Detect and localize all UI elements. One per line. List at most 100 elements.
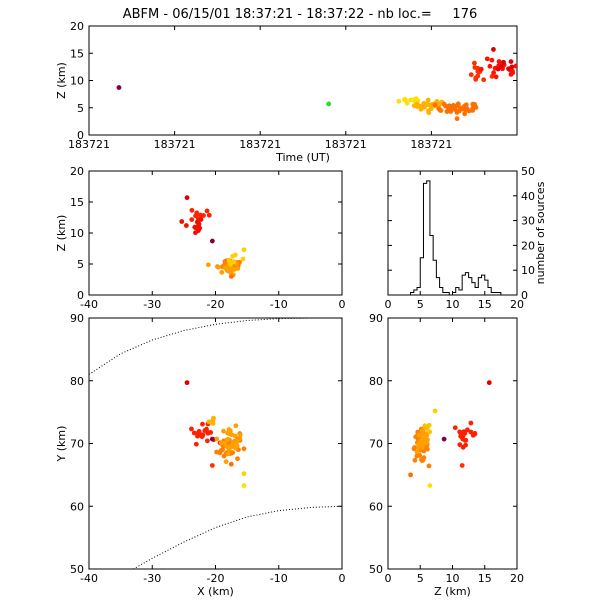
x-tick-label: 183721: [325, 138, 367, 151]
source-point: [217, 450, 223, 456]
source-point: [206, 212, 212, 218]
y-axis-label: Z (km): [55, 215, 68, 252]
y-tick-label: 50: [70, 563, 84, 576]
source-point: [184, 195, 190, 201]
source-point: [454, 116, 460, 122]
source-point: [209, 463, 215, 468]
source-point: [421, 100, 427, 106]
source-point: [210, 420, 216, 426]
source-point: [446, 103, 452, 109]
y-axis-label: Z (km): [55, 62, 68, 99]
x-tick-label: -40: [80, 298, 98, 311]
source-point: [412, 457, 418, 463]
source-point: [230, 444, 236, 449]
source-point: [419, 458, 425, 463]
source-point: [470, 101, 476, 107]
source-point: [419, 445, 425, 450]
x-tick-label: 183721: [239, 138, 281, 151]
source-point: [209, 436, 215, 442]
x-axis-label: X (km): [197, 585, 234, 598]
source-point: [402, 97, 407, 102]
source-point: [116, 85, 122, 90]
source-point: [437, 108, 443, 113]
x-axis-label: Time (UT): [275, 151, 330, 164]
y-tick-label: 5: [77, 258, 84, 271]
plot-area: [89, 318, 342, 569]
source-point: [473, 76, 479, 82]
source-point: [513, 63, 517, 69]
y-tick-label: 0: [77, 129, 84, 142]
y-tick-label: 10: [70, 227, 84, 240]
source-point: [414, 449, 420, 455]
source-point: [215, 264, 221, 270]
source-point: [214, 436, 220, 442]
source-point: [420, 105, 426, 111]
source-point: [201, 213, 206, 218]
source-point: [240, 256, 246, 262]
y-tick-label: 90: [70, 312, 84, 325]
source-point: [228, 274, 234, 279]
y-tick-label: 40: [521, 190, 535, 203]
plot-frame: [88, 170, 343, 296]
source-point: [491, 70, 497, 76]
source-point: [221, 428, 226, 434]
x-tick-label: 183721: [68, 138, 110, 151]
x-tick-label: -20: [207, 572, 225, 585]
source-point: [184, 380, 190, 386]
y-tick-label: 0: [77, 289, 84, 302]
source-point: [457, 105, 463, 110]
panel-time_altitude: 183721 183721 183721 183721 18372105101520Ti…: [55, 20, 518, 164]
source-point: [233, 423, 239, 429]
x-tick-label: 183721: [410, 138, 452, 151]
source-point: [228, 461, 234, 467]
histogram-line: [388, 180, 517, 295]
x-tick-label: 20: [510, 572, 524, 585]
source-point: [404, 100, 410, 106]
source-point: [189, 426, 194, 432]
source-point: [189, 207, 195, 213]
y-tick-label: 80: [70, 375, 84, 388]
source-point: [183, 223, 189, 228]
x-tick-label: -30: [143, 298, 161, 311]
source-point: [225, 451, 231, 457]
y-tick-label: 10: [521, 264, 535, 277]
source-point: [458, 433, 464, 439]
source-point: [501, 59, 506, 65]
source-point: [460, 444, 466, 450]
x-tick-label: 20: [510, 298, 524, 311]
source-point: [228, 261, 233, 267]
source-point: [506, 66, 511, 72]
panel-plan_view: -40 -30 -20 -10 0 50 60 70 80 90 X (km) Y (km): [55, 312, 346, 598]
x-tick-label: 5: [417, 572, 424, 585]
panel-x_altitude: -40 -30 -20 -10 0 0 5 10 15 20 Z (km): [55, 165, 346, 311]
source-point: [200, 421, 205, 427]
source-point: [465, 427, 470, 433]
y-tick-label: 50: [369, 563, 383, 576]
source-point: [426, 463, 432, 469]
plot-area: [179, 195, 247, 279]
source-point: [508, 59, 514, 65]
x-tick-label: 0: [339, 572, 346, 585]
source-point: [432, 408, 438, 414]
x-tick-label: 15: [478, 572, 492, 585]
plot-area: [408, 380, 492, 488]
source-point: [495, 66, 501, 72]
source-point: [486, 380, 492, 386]
source-point: [484, 56, 490, 62]
source-point: [487, 63, 493, 69]
source-point: [491, 47, 496, 52]
source-point: [425, 97, 431, 103]
source-point: [195, 433, 200, 439]
source-point: [233, 439, 239, 444]
x-tick-label: 10: [446, 572, 460, 585]
source-point: [452, 425, 458, 431]
x-tick-label: 0: [339, 298, 346, 311]
source-point: [489, 57, 495, 63]
y-tick-label: 70: [70, 438, 84, 451]
plot-area: [116, 47, 517, 122]
source-point: [179, 219, 185, 224]
y-axis-label: number of sources: [534, 181, 547, 284]
range-ring: [133, 505, 342, 569]
source-point: [196, 428, 202, 434]
